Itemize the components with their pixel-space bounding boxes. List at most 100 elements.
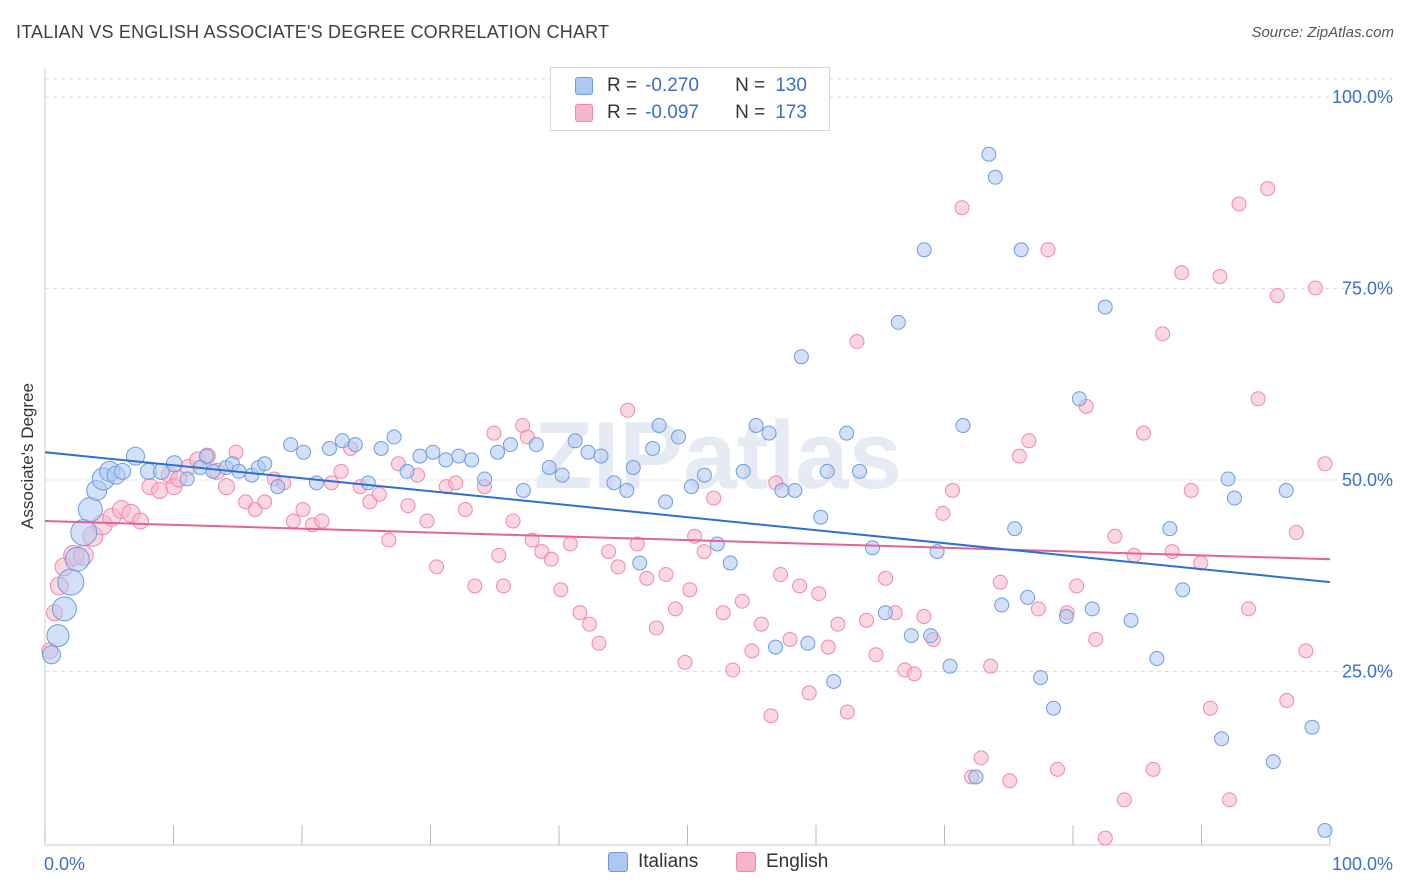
english-point [878, 570, 894, 586]
english-point [811, 586, 827, 602]
trend-layer [44, 451, 1331, 584]
english-point [151, 481, 169, 499]
english-point [132, 512, 150, 530]
italian-point [1175, 582, 1191, 598]
english-point [1288, 524, 1304, 540]
italian-point [309, 475, 325, 491]
y-tick-label: 50.0% [1342, 470, 1393, 490]
english-point [324, 475, 340, 491]
italian-point [877, 605, 893, 621]
italian-point [283, 437, 299, 453]
italian-point [768, 639, 784, 655]
english-point [639, 570, 655, 586]
english-point [682, 582, 698, 598]
english-point [1212, 269, 1228, 285]
english-point [553, 582, 569, 598]
english-point [1317, 456, 1333, 472]
english-point [486, 425, 502, 441]
italian-point [1013, 242, 1029, 258]
italian-point [46, 624, 70, 648]
english-trend-line [44, 520, 1331, 561]
legend-r-label: R = [607, 75, 638, 96]
italian-point [955, 418, 971, 434]
english-point [371, 486, 387, 502]
x-tick-label: 0.0% [44, 854, 85, 874]
legend-n-label: N = [735, 102, 766, 123]
italian-point [968, 769, 984, 785]
english-point [667, 601, 683, 617]
english-point [706, 490, 722, 506]
english-point [581, 616, 597, 632]
italian-point [1084, 601, 1100, 617]
english-point [1260, 181, 1276, 197]
italian-point [852, 463, 868, 479]
english-point [1136, 425, 1152, 441]
italian-point [864, 540, 880, 556]
legend-n-label: N = [735, 75, 766, 96]
italian-point [923, 628, 939, 644]
italian-point [1226, 490, 1242, 506]
italian-point [515, 482, 531, 498]
legend-r-value: -0.097 [645, 102, 699, 123]
y-tick-label: 25.0% [1342, 662, 1393, 682]
axis-layer [44, 68, 1331, 846]
italian-point [114, 462, 132, 480]
english-point [744, 643, 760, 659]
english-point [1250, 391, 1266, 407]
italian-point [651, 418, 667, 434]
italians-legend-swatch [608, 852, 628, 872]
italian-point [839, 425, 855, 441]
grid-layer [45, 78, 1392, 672]
italian-point [632, 555, 648, 571]
italian-point [257, 456, 273, 472]
italian-point [787, 482, 803, 498]
italian-point [477, 471, 493, 487]
english-point [429, 559, 445, 575]
english-point [217, 478, 235, 496]
legend-n-value: 130 [775, 75, 807, 96]
italian-point [1020, 589, 1036, 605]
italian-point [800, 635, 816, 651]
english-point [868, 647, 884, 663]
english-point [763, 708, 779, 724]
italian-point [554, 467, 570, 483]
italian-point [1162, 521, 1178, 537]
italian-point [942, 658, 958, 674]
italian-point [1097, 299, 1113, 315]
italian-point [360, 475, 376, 491]
english-point [696, 544, 712, 560]
english-point [620, 402, 636, 418]
source-label: Source: ZipAtlas.com [1251, 24, 1394, 41]
italian-point [645, 440, 661, 456]
italian-point [994, 597, 1010, 613]
english-point [1040, 242, 1056, 258]
italian-point [425, 444, 441, 460]
english-point [1202, 700, 1218, 716]
english-point [1011, 448, 1027, 464]
english-point [725, 662, 741, 678]
italian-point [296, 444, 312, 460]
italian-point [1220, 471, 1236, 487]
italian-point [735, 463, 751, 479]
english-point [457, 502, 473, 518]
italian-point [179, 471, 195, 487]
legend-item-italians[interactable]: Italians [608, 851, 698, 873]
italian-point [748, 418, 764, 434]
italian-point [1304, 719, 1320, 735]
legend-item-english[interactable]: English [736, 851, 828, 873]
italian-point [502, 437, 518, 453]
english-point [658, 567, 674, 582]
italian-point [412, 448, 428, 464]
x-tick-label: 100.0% [1332, 854, 1393, 874]
italians-series [41, 146, 1333, 838]
italian-point [1214, 731, 1230, 747]
italian-point [64, 546, 90, 572]
y-axis-label: Associate's Degree [18, 383, 37, 529]
italian-point [334, 433, 350, 449]
italians-trend-line [44, 451, 1331, 584]
english-point [1107, 528, 1123, 544]
italian-point [813, 509, 829, 525]
english-point [629, 536, 645, 552]
legend-r-value: -0.270 [645, 75, 699, 96]
italians-swatch [575, 77, 593, 95]
